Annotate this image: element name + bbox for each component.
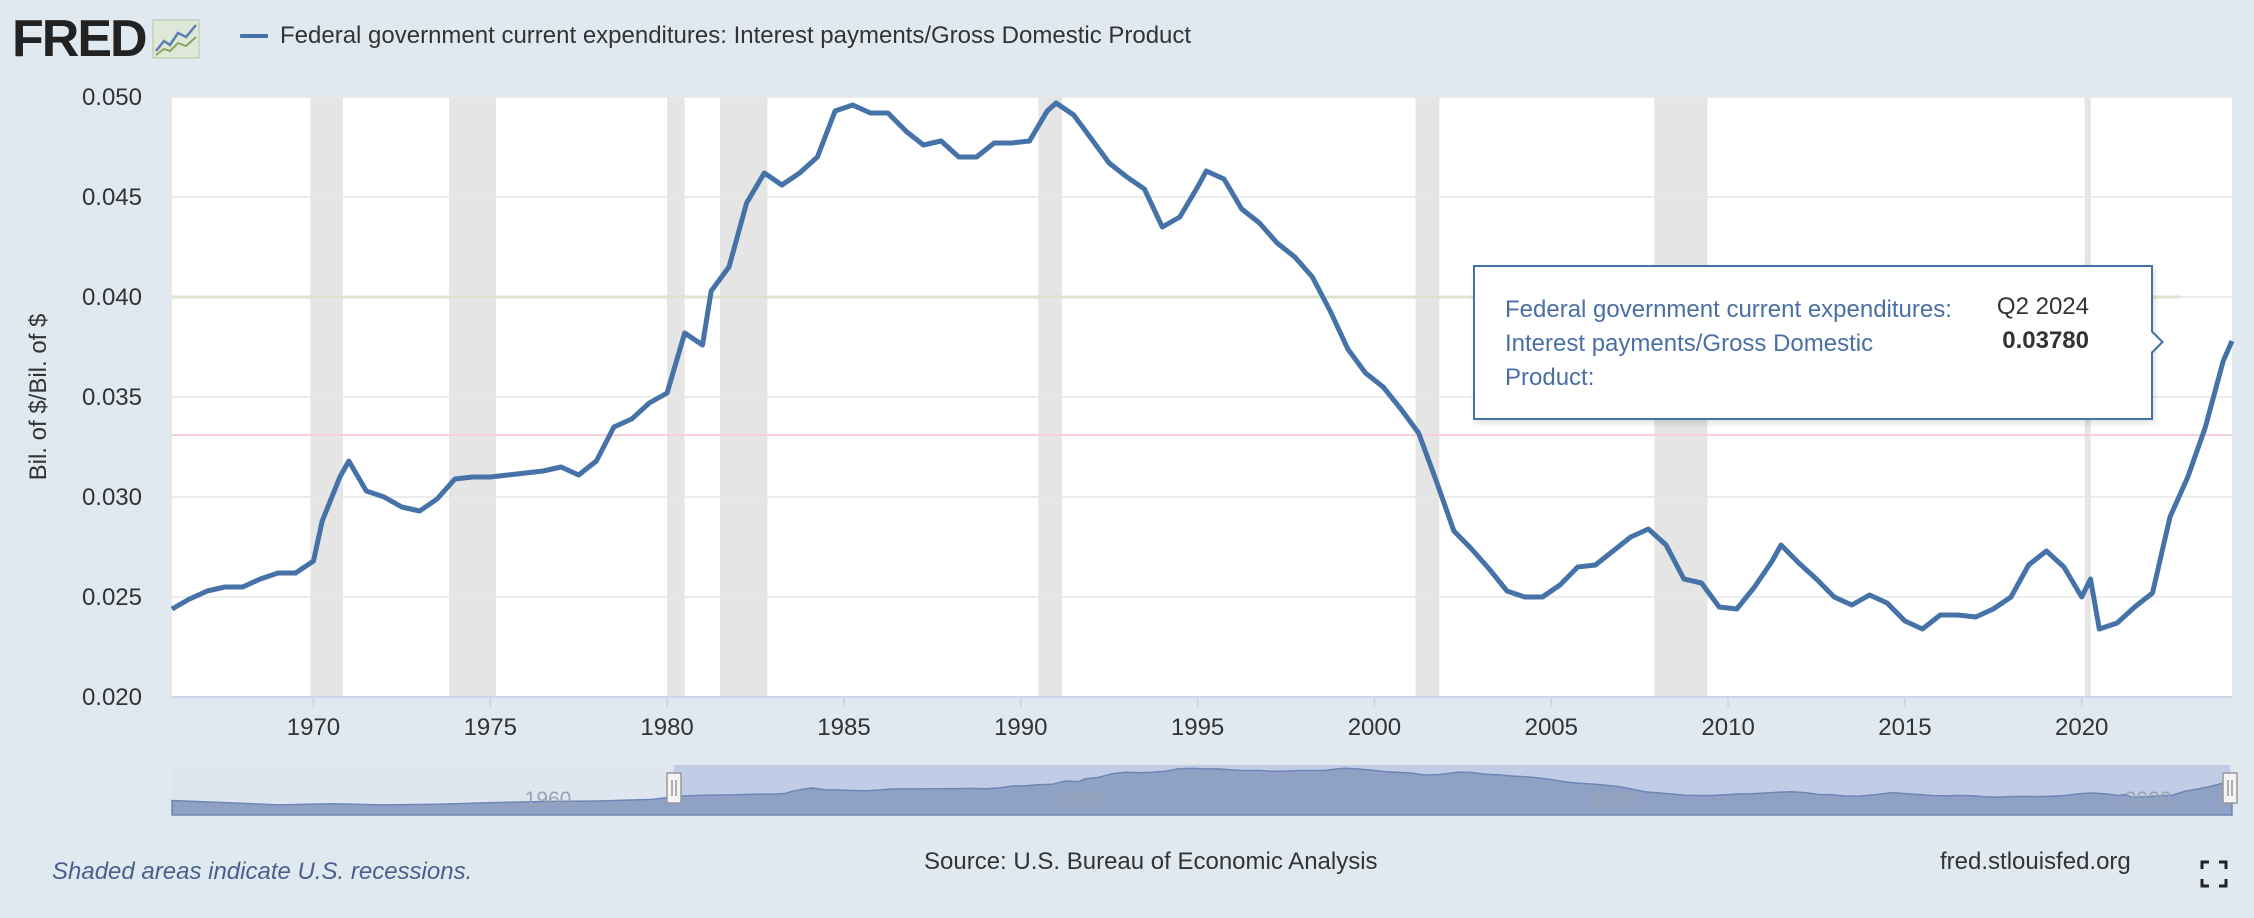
chart[interactable]: 0.020 0.025 0.030 0.035 0.040 0.045 0.050 1970… [0, 0, 2254, 830]
x-tick-label: 2010 [1701, 714, 1754, 741]
header: FRED [12, 10, 200, 68]
chart-legend[interactable]: Federal government current expenditures:… [240, 22, 1191, 50]
y-tick-label: 0.030 [82, 484, 142, 511]
x-axis-tick-labels: 1970 1975 1980 1985 1990 1995 2000 2005 2010 2015… [287, 697, 2108, 741]
site-link[interactable]: fred.stlouisfed.org [1940, 848, 2131, 875]
recession-note: Shaded areas indicate U.S. recessions. [52, 858, 473, 885]
x-tick-label: 1985 [817, 714, 870, 741]
y-tick-label: 0.020 [82, 684, 142, 711]
fred-logo[interactable]: FRED [12, 10, 148, 68]
fullscreen-icon[interactable] [2200, 860, 2228, 888]
fred-graph-icon [152, 19, 200, 59]
navigator-label: 1960 [525, 788, 572, 811]
y-tick-label: 0.050 [82, 84, 142, 111]
x-tick-label: 2000 [1348, 714, 1401, 741]
y-tick-label: 0.040 [82, 284, 142, 311]
x-tick-label: 1995 [1171, 714, 1224, 741]
navigator-series-area [171, 767, 2233, 816]
navigator-label: 1980 [1058, 788, 1105, 811]
x-tick-label: 1970 [287, 714, 340, 741]
y-tick-label: 0.025 [82, 584, 142, 611]
tooltip-value: 0.03780 [2002, 327, 2089, 354]
navigator-labels: 1960 1980 2000 2020 [525, 788, 2172, 811]
navigator-handle-right[interactable] [2222, 772, 2238, 804]
y-axis-tick-labels: 0.020 0.025 0.030 0.035 0.040 0.045 0.050 [82, 84, 142, 711]
navigator-label: 2000 [1591, 788, 1638, 811]
x-tick-label: 2005 [1525, 714, 1578, 741]
tooltip-arrow-inner [2151, 332, 2161, 352]
x-tick-label: 1980 [640, 714, 693, 741]
y-axis-label: Bil. of $/Bil. of $ [25, 314, 52, 481]
x-tick-label: 1975 [464, 714, 517, 741]
navigator-handle-left[interactable] [666, 772, 682, 804]
tooltip-series-name: Federal government current expenditures:… [1505, 296, 1952, 391]
y-tick-label: 0.035 [82, 384, 142, 411]
x-tick-label: 2020 [2055, 714, 2108, 741]
x-tick-label: 2015 [1878, 714, 1931, 741]
legend-series-title: Federal government current expenditures:… [280, 22, 1192, 49]
x-tick-label: 1990 [994, 714, 1047, 741]
source-text: Source: U.S. Bureau of Economic Analysis [924, 848, 1378, 875]
navigator-label: 2020 [2125, 788, 2172, 811]
series-line[interactable] [170, 100, 2235, 632]
tooltip: Federal government current expenditures:… [1473, 265, 2153, 420]
tooltip-date: Q2 2024 [1996, 293, 2089, 320]
navigator[interactable]: 1960 1980 2000 2020 [171, 765, 2238, 816]
legend-swatch [240, 34, 268, 38]
y-tick-label: 0.045 [82, 184, 142, 211]
